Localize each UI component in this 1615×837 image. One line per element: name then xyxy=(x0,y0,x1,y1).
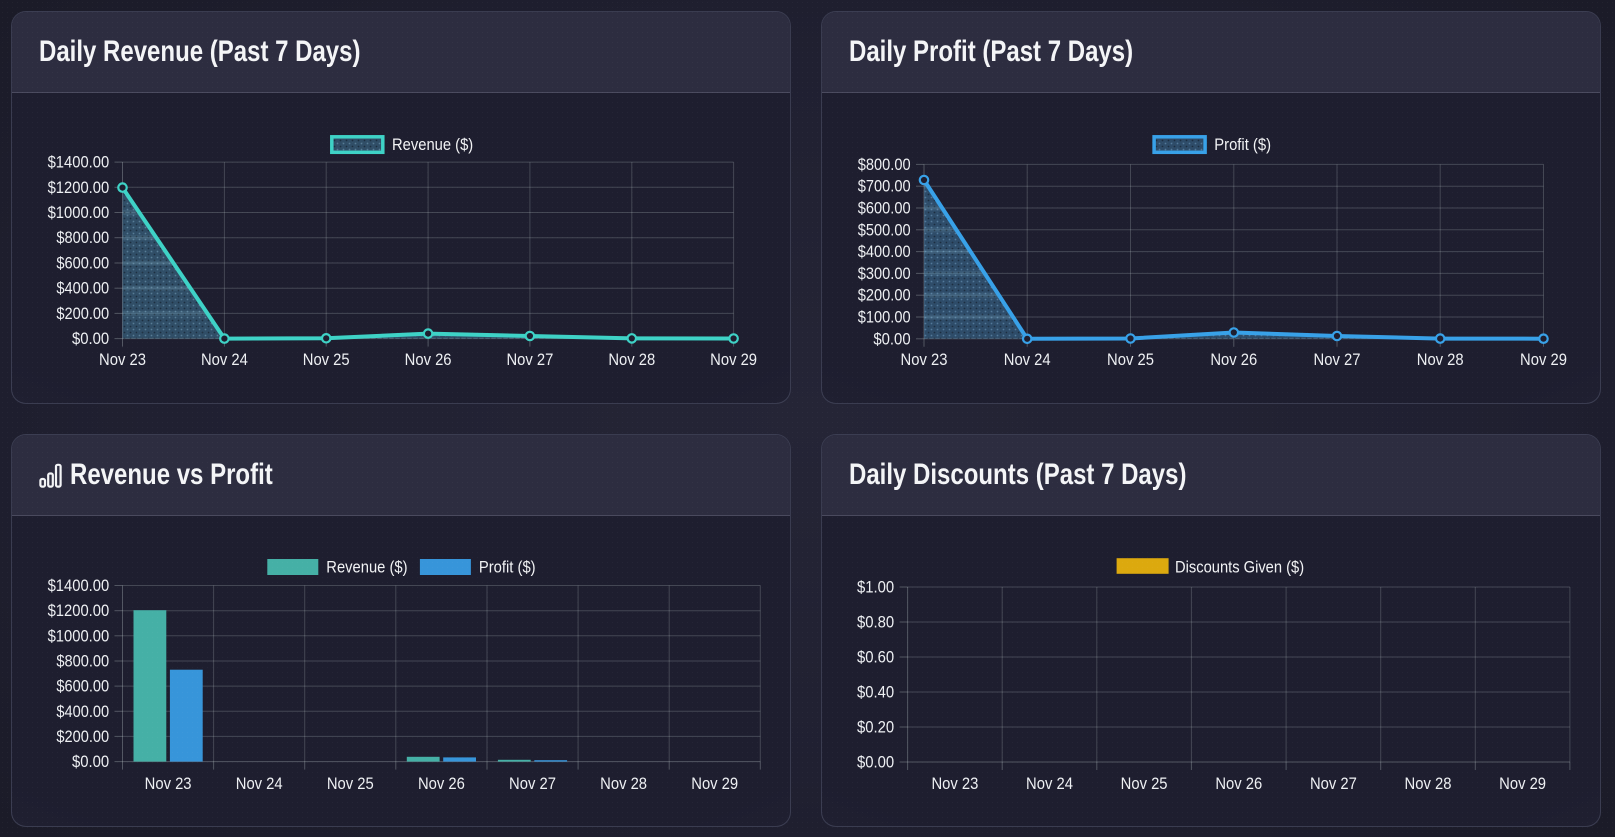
svg-text:$1200.00: $1200.00 xyxy=(48,602,110,620)
svg-text:Nov 28: Nov 28 xyxy=(1405,775,1452,793)
svg-text:$0.40: $0.40 xyxy=(857,684,894,702)
svg-text:Revenue ($): Revenue ($) xyxy=(392,136,473,154)
svg-text:$1000.00: $1000.00 xyxy=(48,627,110,645)
svg-text:Nov 29: Nov 29 xyxy=(1499,775,1546,793)
svg-text:Nov 26: Nov 26 xyxy=(1215,775,1262,793)
svg-text:$200.00: $200.00 xyxy=(858,287,911,305)
svg-text:$400.00: $400.00 xyxy=(56,280,109,298)
svg-text:Nov 26: Nov 26 xyxy=(418,775,465,793)
svg-text:Nov 24: Nov 24 xyxy=(1004,351,1051,369)
svg-text:$200.00: $200.00 xyxy=(56,728,109,746)
svg-text:Nov 29: Nov 29 xyxy=(691,775,738,793)
svg-text:$400.00: $400.00 xyxy=(858,243,911,261)
svg-text:$1400.00: $1400.00 xyxy=(48,154,110,172)
svg-text:Nov 25: Nov 25 xyxy=(303,351,350,369)
svg-text:$1000.00: $1000.00 xyxy=(48,204,110,222)
svg-text:Nov 27: Nov 27 xyxy=(1314,351,1361,369)
svg-text:Nov 27: Nov 27 xyxy=(506,351,553,369)
svg-text:Nov 28: Nov 28 xyxy=(1417,351,1464,369)
svg-text:$0.60: $0.60 xyxy=(857,649,894,667)
svg-text:$600.00: $600.00 xyxy=(858,200,911,218)
svg-text:$100.00: $100.00 xyxy=(858,309,911,327)
svg-text:$1200.00: $1200.00 xyxy=(48,179,110,197)
svg-text:Nov 27: Nov 27 xyxy=(509,775,556,793)
svg-text:Discounts Given ($): Discounts Given ($) xyxy=(1175,559,1304,577)
svg-text:Profit ($): Profit ($) xyxy=(1214,136,1271,154)
svg-text:Nov 28: Nov 28 xyxy=(608,351,655,369)
svg-text:Nov 23: Nov 23 xyxy=(901,351,948,369)
svg-text:$500.00: $500.00 xyxy=(858,221,911,239)
svg-text:$0.00: $0.00 xyxy=(72,330,109,348)
svg-text:$600.00: $600.00 xyxy=(56,678,109,696)
svg-text:Profit ($): Profit ($) xyxy=(479,559,536,577)
svg-text:Nov 29: Nov 29 xyxy=(710,351,757,369)
svg-text:Nov 23: Nov 23 xyxy=(931,775,978,793)
svg-text:Nov 23: Nov 23 xyxy=(99,351,146,369)
svg-text:$0.00: $0.00 xyxy=(72,753,109,771)
svg-text:$600.00: $600.00 xyxy=(56,255,109,273)
svg-text:Nov 25: Nov 25 xyxy=(1121,775,1168,793)
svg-text:Nov 24: Nov 24 xyxy=(1026,775,1073,793)
svg-text:Revenue ($): Revenue ($) xyxy=(326,559,407,577)
svg-text:Nov 26: Nov 26 xyxy=(1210,351,1257,369)
svg-text:Nov 25: Nov 25 xyxy=(327,775,374,793)
svg-text:$1400.00: $1400.00 xyxy=(48,577,110,595)
svg-text:$400.00: $400.00 xyxy=(56,703,109,721)
svg-text:Nov 24: Nov 24 xyxy=(201,351,248,369)
svg-text:$0.00: $0.00 xyxy=(857,754,894,772)
svg-text:$0.80: $0.80 xyxy=(857,614,894,632)
svg-text:$800.00: $800.00 xyxy=(858,156,911,174)
svg-text:Nov 28: Nov 28 xyxy=(600,775,647,793)
svg-text:Nov 29: Nov 29 xyxy=(1520,351,1567,369)
svg-text:Nov 24: Nov 24 xyxy=(236,775,283,793)
svg-text:Nov 26: Nov 26 xyxy=(405,351,452,369)
svg-text:$300.00: $300.00 xyxy=(858,265,911,283)
svg-text:$0.20: $0.20 xyxy=(857,719,894,737)
svg-text:$700.00: $700.00 xyxy=(858,178,911,196)
svg-text:Nov 23: Nov 23 xyxy=(145,775,192,793)
svg-text:Nov 25: Nov 25 xyxy=(1107,351,1154,369)
svg-text:$200.00: $200.00 xyxy=(56,305,109,323)
svg-text:$800.00: $800.00 xyxy=(56,229,109,247)
svg-text:Nov 27: Nov 27 xyxy=(1310,775,1357,793)
svg-text:$800.00: $800.00 xyxy=(56,653,109,671)
svg-text:$1.00: $1.00 xyxy=(857,579,894,597)
svg-text:$0.00: $0.00 xyxy=(873,330,910,348)
